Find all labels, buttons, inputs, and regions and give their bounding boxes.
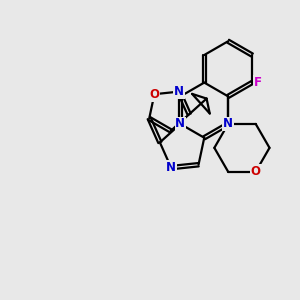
Text: F: F <box>254 76 262 89</box>
Text: N: N <box>176 118 185 130</box>
Text: O: O <box>251 165 261 178</box>
Text: N: N <box>174 85 184 98</box>
Text: O: O <box>149 88 159 101</box>
Text: N: N <box>166 161 176 174</box>
Text: N: N <box>223 118 233 130</box>
